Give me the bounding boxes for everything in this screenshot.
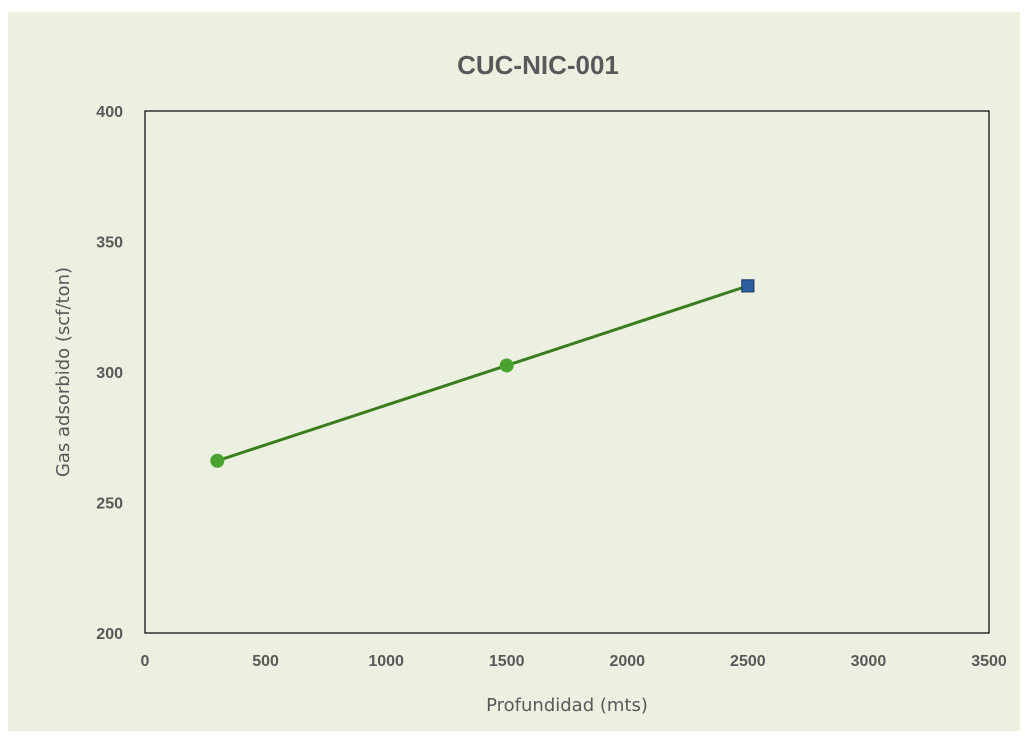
x-tick-label: 3000 bbox=[851, 653, 887, 670]
y-tick-label: 350 bbox=[96, 235, 123, 252]
plot-area bbox=[144, 110, 990, 634]
series-line bbox=[216, 284, 749, 463]
x-tick-label: 3500 bbox=[971, 653, 1007, 670]
x-tick-label: 2000 bbox=[609, 653, 645, 670]
y-tick-label: 200 bbox=[96, 626, 123, 643]
data-point-square bbox=[741, 279, 755, 293]
y-axis-ticks: 200 250 300 350 400 bbox=[96, 104, 123, 643]
series-layer bbox=[210, 279, 755, 468]
x-tick-label: 2500 bbox=[730, 653, 766, 670]
y-tick-label: 400 bbox=[96, 104, 123, 121]
x-tick-label: 1000 bbox=[368, 653, 404, 670]
y-tick-label: 250 bbox=[96, 496, 123, 513]
data-point-circle bbox=[499, 358, 514, 373]
y-tick-label: 300 bbox=[96, 365, 123, 382]
chart-background bbox=[8, 12, 1020, 731]
x-tick-label: 0 bbox=[141, 653, 150, 670]
x-axis-ticks: 0 500 1000 1500 2000 2500 3000 3500 bbox=[141, 653, 1007, 670]
x-axis-label: Profundidad (mts) bbox=[486, 695, 648, 716]
data-point-circle bbox=[210, 453, 225, 468]
x-tick-label: 500 bbox=[252, 653, 279, 670]
x-tick-label: 1500 bbox=[489, 653, 525, 670]
chart-title: CUC-NIC-001 bbox=[457, 50, 619, 80]
y-axis-label: Gas adsorbido (scf/ton) bbox=[53, 267, 74, 477]
